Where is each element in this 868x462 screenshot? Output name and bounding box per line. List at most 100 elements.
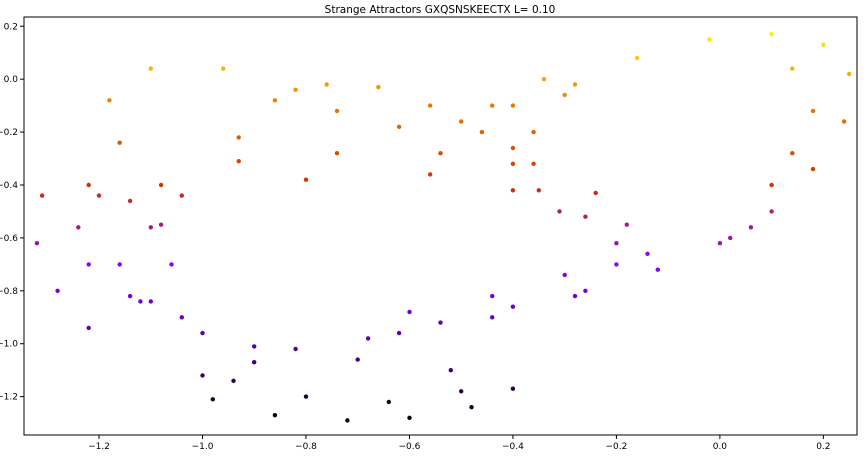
attractor-point xyxy=(557,209,562,214)
attractor-point xyxy=(355,357,360,362)
attractor-point xyxy=(293,87,298,93)
attractor-point xyxy=(562,92,567,98)
attractor-point xyxy=(55,288,60,293)
attractor-point xyxy=(469,405,474,410)
attractor-point xyxy=(510,161,516,166)
x-tick-label: −0.6 xyxy=(399,442,421,452)
attractor-point xyxy=(572,82,578,87)
attractor-point xyxy=(86,325,91,331)
attractor-point xyxy=(479,129,485,135)
attractor-point xyxy=(531,129,536,135)
y-tick-label: 0.0 xyxy=(4,75,19,85)
attractor-point xyxy=(86,182,91,188)
attractor-point xyxy=(107,98,112,103)
attractor-point xyxy=(127,293,133,299)
attractor-point xyxy=(236,159,241,164)
attractor-point xyxy=(438,320,443,325)
y-tick-label: 0.2 xyxy=(4,22,18,32)
x-tick-label: −0.4 xyxy=(502,442,524,452)
attractor-point xyxy=(252,344,257,349)
attractor-point xyxy=(748,225,754,230)
attractor-point xyxy=(324,82,329,87)
attractor-point xyxy=(438,151,443,156)
attractor-point xyxy=(790,151,795,156)
attractor-point xyxy=(583,288,588,293)
plot-frame xyxy=(23,16,858,436)
attractor-point xyxy=(614,262,619,267)
attractor-point xyxy=(490,293,495,299)
attractor-point xyxy=(536,188,541,193)
attractor-point xyxy=(396,330,402,336)
attractor-point xyxy=(345,418,350,423)
attractor-point xyxy=(303,394,309,399)
x-tick-label: −0.8 xyxy=(295,442,317,452)
attractor-point xyxy=(34,241,40,246)
attractor-point xyxy=(769,209,774,214)
chart-title: Strange Attractors GXQSNSKEECTX L= 0.10 xyxy=(325,4,556,16)
y-tick-label: −1.2 xyxy=(0,393,18,403)
plot-background xyxy=(24,17,857,435)
attractor-point xyxy=(200,373,205,378)
attractor-point xyxy=(531,161,536,166)
attractor-point xyxy=(593,190,598,196)
attractor-point xyxy=(96,193,102,198)
attractor-point xyxy=(490,315,495,320)
attractor-point xyxy=(303,177,309,182)
attractor-point xyxy=(236,135,241,140)
attractor-point xyxy=(252,360,257,365)
attractor-point xyxy=(334,108,340,114)
attractor-point xyxy=(459,119,464,124)
attractor-point xyxy=(510,145,516,151)
attractor-point xyxy=(231,378,236,383)
attractor-point xyxy=(138,299,143,304)
attractor-point xyxy=(614,241,619,246)
attractor-point xyxy=(179,315,184,320)
attractor-point xyxy=(272,413,278,418)
attractor-point xyxy=(117,140,122,145)
y-tick-label: −0.2 xyxy=(0,128,18,138)
y-tick-label: −1.0 xyxy=(0,340,18,350)
attractor-point xyxy=(583,214,588,219)
attractor-point xyxy=(624,222,629,227)
x-tick-label: 0.2 xyxy=(816,442,830,452)
attractor-point xyxy=(376,84,381,90)
x-tick-label: −1.2 xyxy=(88,442,110,452)
attractor-point xyxy=(728,235,733,241)
y-tick-label: −0.6 xyxy=(0,234,18,244)
attractor-point xyxy=(634,55,640,61)
attractor-point xyxy=(200,330,205,336)
attractor-point xyxy=(655,267,660,272)
attractor-point xyxy=(847,71,852,77)
attractor-point xyxy=(148,299,153,304)
attractor-point xyxy=(334,151,340,156)
attractor-point xyxy=(127,198,133,204)
attractor-point xyxy=(407,415,412,420)
attractor-marks xyxy=(34,32,852,423)
attractor-point xyxy=(541,77,547,82)
attractor-point xyxy=(490,103,495,108)
y-tick-label: −0.8 xyxy=(0,287,18,297)
x-tick-label: 0.0 xyxy=(713,442,728,452)
attractor-point xyxy=(790,66,795,71)
attractor-point xyxy=(293,346,298,352)
attractor-point xyxy=(769,182,774,188)
attractor-point xyxy=(572,293,578,299)
x-tick-label: −0.2 xyxy=(605,442,627,452)
attractor-point xyxy=(169,262,174,267)
attractor-point xyxy=(448,368,453,373)
y-tick-label: −0.4 xyxy=(0,181,18,191)
attractor-point xyxy=(86,262,91,267)
attractor-point xyxy=(562,272,567,278)
attractor-point xyxy=(76,225,81,230)
attractor-point xyxy=(396,124,402,129)
attractor-point xyxy=(510,386,516,391)
attractor-point xyxy=(510,188,516,193)
attractor-point xyxy=(769,32,774,37)
attractor-point xyxy=(148,225,153,230)
attractor-point xyxy=(707,37,712,42)
attractor-point xyxy=(810,166,816,172)
attractor-point xyxy=(158,222,164,227)
attractor-point xyxy=(272,98,278,103)
attractor-point xyxy=(810,108,816,114)
